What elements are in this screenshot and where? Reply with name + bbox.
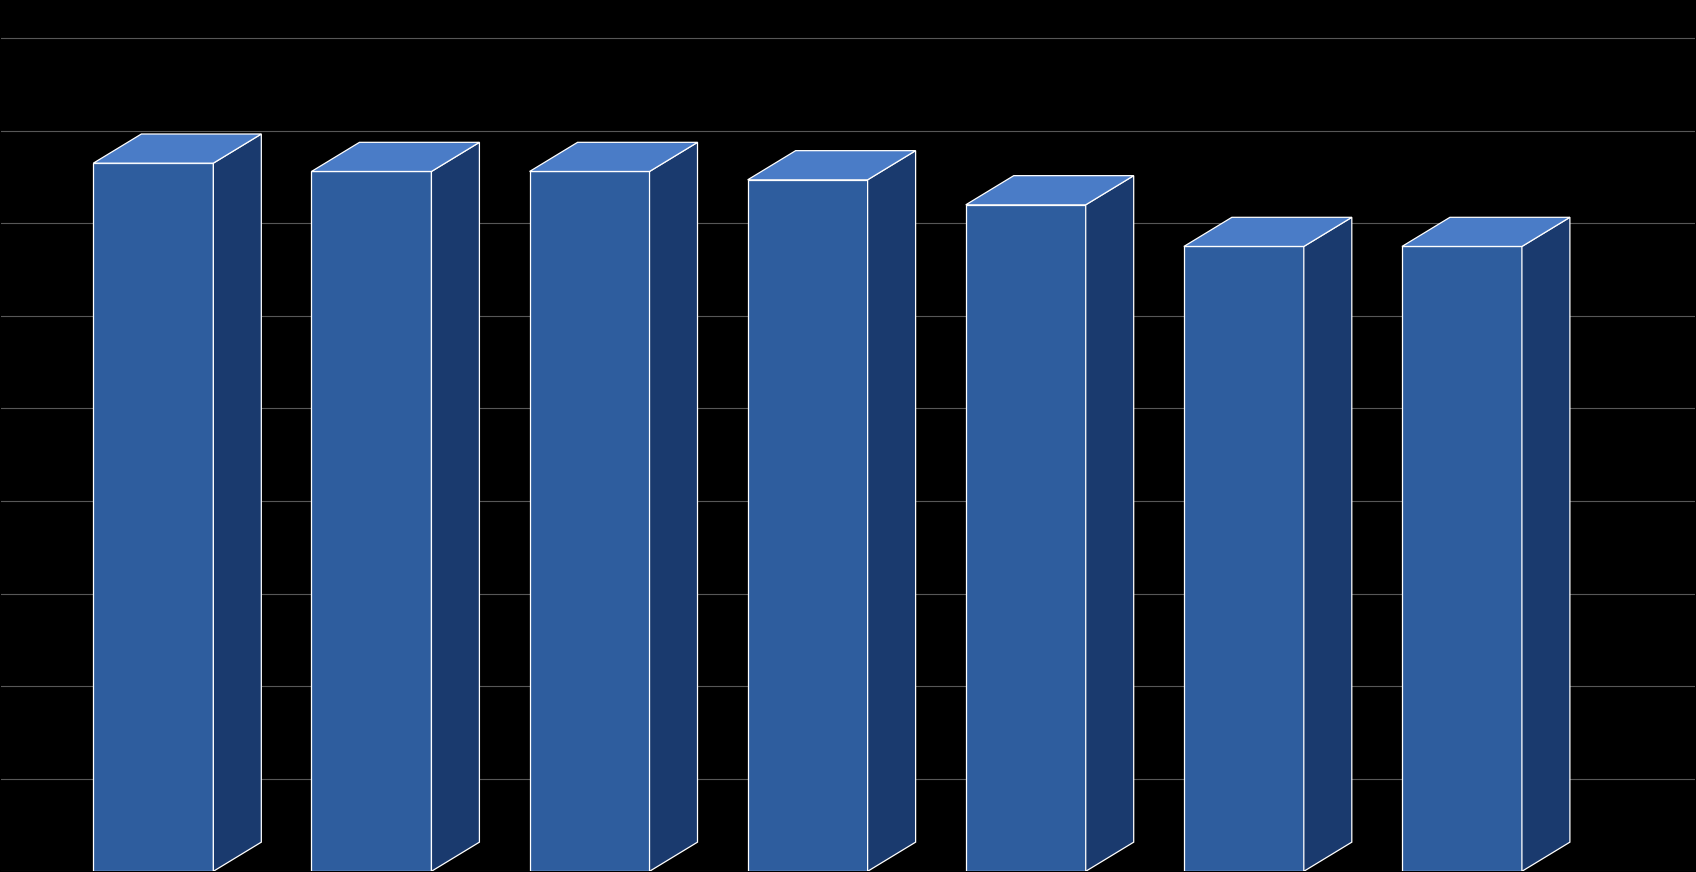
Polygon shape <box>650 142 697 871</box>
Polygon shape <box>431 142 480 871</box>
Polygon shape <box>1403 217 1570 247</box>
Polygon shape <box>312 172 431 871</box>
Polygon shape <box>214 134 261 871</box>
Polygon shape <box>1521 217 1570 871</box>
Polygon shape <box>965 205 1085 871</box>
Polygon shape <box>529 172 650 871</box>
Polygon shape <box>1403 247 1521 871</box>
Polygon shape <box>1184 217 1352 247</box>
Polygon shape <box>1304 217 1352 871</box>
Polygon shape <box>748 151 916 180</box>
Polygon shape <box>312 142 480 172</box>
Polygon shape <box>868 151 916 871</box>
Polygon shape <box>1085 175 1133 871</box>
Polygon shape <box>93 163 214 871</box>
Polygon shape <box>93 134 261 163</box>
Polygon shape <box>1184 247 1304 871</box>
Polygon shape <box>748 180 868 871</box>
Polygon shape <box>529 142 697 172</box>
Polygon shape <box>965 175 1133 205</box>
